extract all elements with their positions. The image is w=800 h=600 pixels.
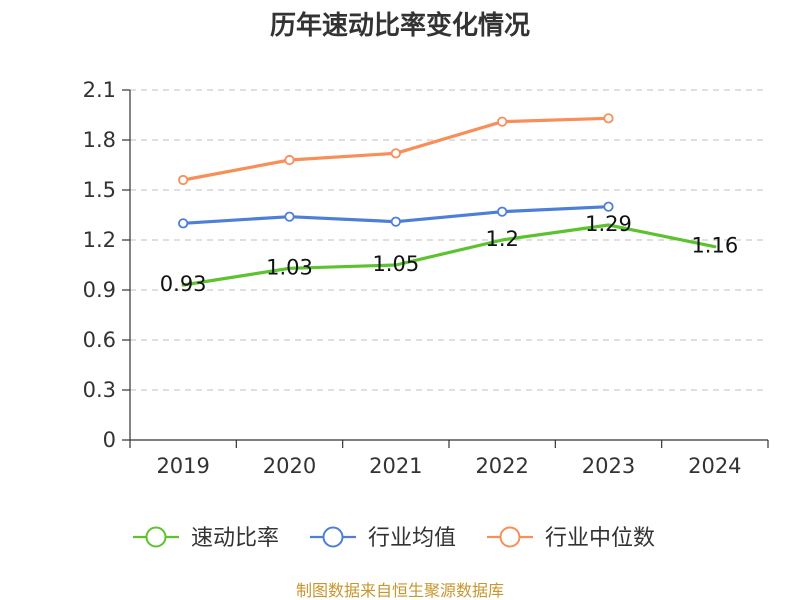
data-label: 1.29 bbox=[585, 212, 632, 236]
series-point bbox=[603, 201, 614, 212]
legend-marker bbox=[322, 526, 344, 548]
series-point bbox=[390, 148, 401, 159]
legend-item[interactable]: 行业均值 bbox=[310, 526, 456, 551]
y-tick-label: 0.3 bbox=[83, 378, 116, 402]
x-tick-label: 2023 bbox=[582, 454, 635, 478]
series-point bbox=[390, 216, 401, 227]
y-tick-label: 2.1 bbox=[83, 78, 116, 102]
legend-label: 速动比率 bbox=[191, 526, 279, 551]
data-label: 1.2 bbox=[485, 227, 518, 251]
y-tick-label: 0.6 bbox=[83, 328, 116, 352]
chart-title: 历年速动比率变化情况 bbox=[270, 10, 530, 41]
data-label: 1.03 bbox=[266, 255, 313, 279]
data-labels: 0.93 1.03 1.05 1.2 1.29 1.16 bbox=[160, 212, 738, 296]
y-tick-label: 1.8 bbox=[83, 128, 116, 152]
y-tick-label: 0.9 bbox=[83, 278, 116, 302]
series-layer bbox=[178, 113, 717, 287]
data-label: 1.16 bbox=[691, 234, 738, 258]
axes: 0 0.3 0.6 0.9 1.2 1.5 1.8 2.1 2019 2020 2021 2022 20… bbox=[83, 78, 769, 478]
x-tick-label: 2019 bbox=[156, 454, 209, 478]
x-tick-label: 2021 bbox=[369, 454, 422, 478]
data-label: 0.93 bbox=[160, 272, 207, 296]
x-tick-label: 2024 bbox=[688, 454, 741, 478]
grid bbox=[130, 89, 768, 391]
legend: 速动比率 行业均值 行业中位数 bbox=[133, 526, 655, 551]
data-label: 1.05 bbox=[372, 252, 419, 276]
legend-marker bbox=[499, 526, 521, 548]
legend-label: 行业中位数 bbox=[545, 526, 655, 551]
series-point bbox=[178, 174, 189, 186]
series-point bbox=[178, 218, 189, 229]
series-point bbox=[284, 154, 295, 166]
series-point bbox=[497, 116, 508, 127]
series-point bbox=[603, 113, 614, 124]
legend-item[interactable]: 速动比率 bbox=[133, 526, 279, 551]
y-tick-label: 1.2 bbox=[83, 228, 116, 252]
x-tick-label: 2022 bbox=[475, 454, 528, 478]
series-point bbox=[497, 206, 508, 217]
series-point bbox=[284, 211, 295, 222]
legend-item[interactable]: 行业中位数 bbox=[487, 526, 655, 551]
y-tick-label: 1.5 bbox=[83, 178, 116, 202]
legend-label: 行业均值 bbox=[368, 526, 456, 551]
x-tick-label: 2020 bbox=[263, 454, 316, 478]
source-note: 制图数据来自恒生聚源数据库 bbox=[296, 581, 504, 600]
legend-marker bbox=[145, 526, 167, 548]
series-line bbox=[181, 223, 717, 287]
y-tick-label: 0 bbox=[103, 428, 116, 452]
